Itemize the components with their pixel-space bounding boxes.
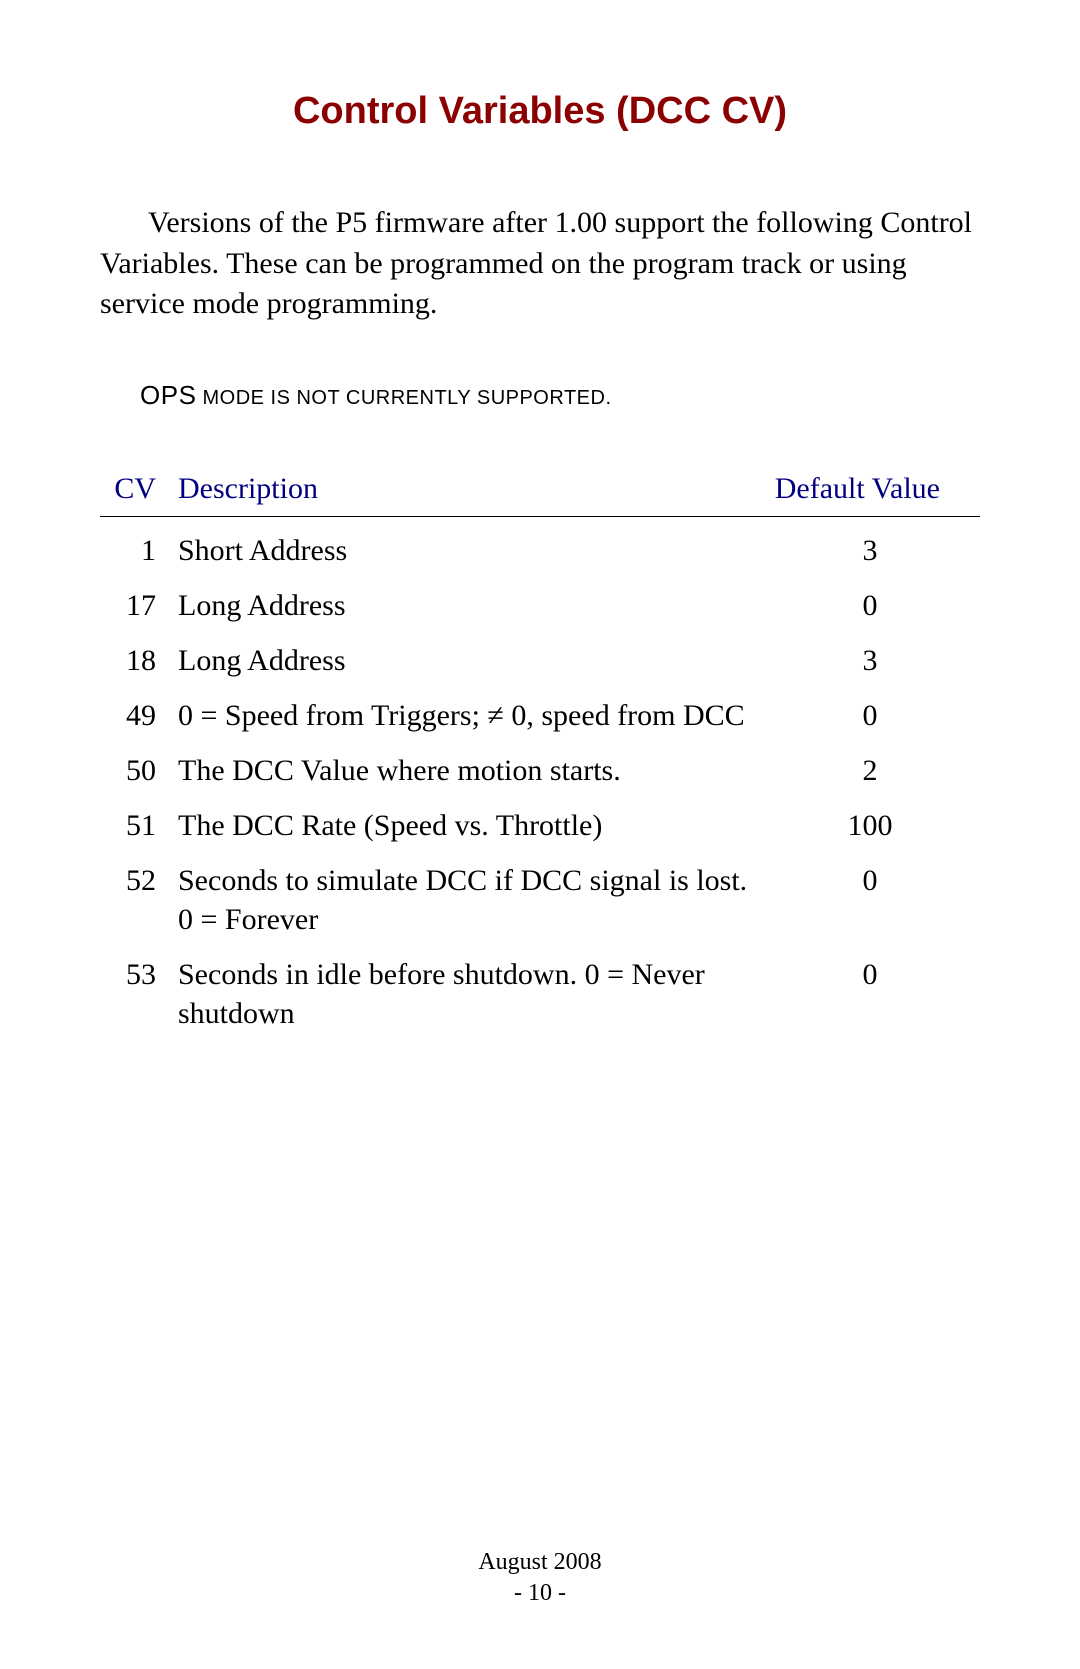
cell-desc: Seconds to simulate DCC if DCC signal is… (170, 853, 760, 947)
cell-desc: 0 = Speed from Triggers; ≠ 0, speed from… (170, 688, 760, 743)
table-row: 17 Long Address 0 (100, 578, 980, 633)
header-val: Default Value (760, 466, 980, 517)
intro-paragraph: Versions of the P5 firmware after 1.00 s… (100, 203, 980, 325)
cell-desc: Long Address (170, 578, 760, 633)
cell-val: 3 (760, 516, 980, 578)
cell-cv: 53 (100, 947, 170, 1041)
page-title: Control Variables (DCC CV) (100, 90, 980, 133)
ops-note-ops: OPS (140, 380, 196, 410)
footer-page: - 10 - (0, 1578, 1080, 1609)
cell-cv: 50 (100, 743, 170, 798)
cell-val: 2 (760, 743, 980, 798)
cell-cv: 18 (100, 633, 170, 688)
cell-desc: The DCC Rate (Speed vs. Throttle) (170, 798, 760, 853)
cell-desc: Long Address (170, 633, 760, 688)
cell-cv: 52 (100, 853, 170, 947)
page-footer: August 2008 - 10 - (0, 1547, 1080, 1609)
cell-val: 100 (760, 798, 980, 853)
ops-note: OPS MODE IS NOT CURRENTLY SUPPORTED. (140, 380, 980, 411)
table-row: 53 Seconds in idle before shutdown. 0 = … (100, 947, 980, 1041)
table-row: 1 Short Address 3 (100, 516, 980, 578)
table-row: 52 Seconds to simulate DCC if DCC signal… (100, 853, 980, 947)
cell-val: 0 (760, 853, 980, 947)
table-row: 18 Long Address 3 (100, 633, 980, 688)
cell-cv: 1 (100, 516, 170, 578)
cell-val: 0 (760, 578, 980, 633)
cell-cv: 51 (100, 798, 170, 853)
footer-date: August 2008 (0, 1547, 1080, 1578)
cell-desc: Seconds in idle before shutdown. 0 = Nev… (170, 947, 760, 1041)
cell-val: 0 (760, 947, 980, 1041)
header-cv: CV (100, 466, 170, 517)
cell-desc: The DCC Value where motion starts. (170, 743, 760, 798)
header-desc: Description (170, 466, 760, 517)
table-row: 51 The DCC Rate (Speed vs. Throttle) 100 (100, 798, 980, 853)
cv-table: CV Description Default Value 1 Short Add… (100, 466, 980, 1041)
cell-val: 3 (760, 633, 980, 688)
cell-desc: Short Address (170, 516, 760, 578)
cell-cv: 17 (100, 578, 170, 633)
cell-cv: 49 (100, 688, 170, 743)
table-row: 49 0 = Speed from Triggers; ≠ 0, speed f… (100, 688, 980, 743)
cell-val: 0 (760, 688, 980, 743)
table-row: 50 The DCC Value where motion starts. 2 (100, 743, 980, 798)
ops-note-rest: MODE IS NOT CURRENTLY SUPPORTED. (196, 387, 611, 409)
table-header-row: CV Description Default Value (100, 466, 980, 517)
